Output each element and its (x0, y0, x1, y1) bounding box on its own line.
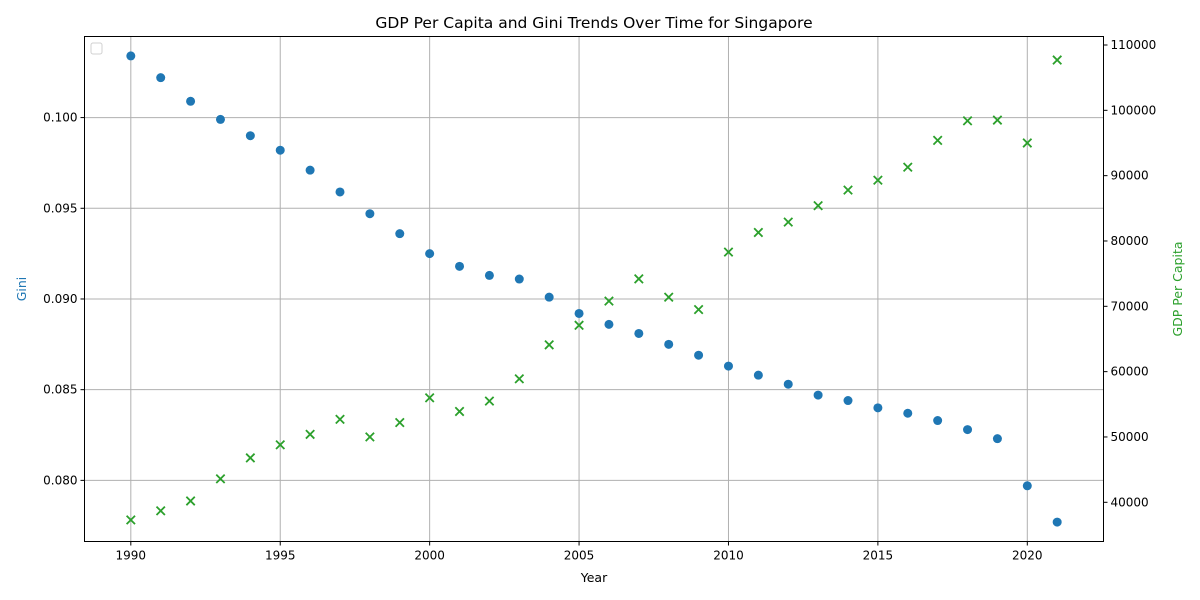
gini-point (933, 416, 943, 426)
gdp-point (305, 429, 315, 440)
left-y-tick-label: 0.085 (43, 383, 77, 397)
legend-box (90, 42, 103, 55)
right-y-axis-label: GDP Per Capita (1170, 241, 1185, 336)
x-tick-label: 2020 (1012, 549, 1043, 563)
gini-point (963, 425, 973, 435)
gdp-point (753, 227, 764, 238)
gini-point (723, 361, 733, 371)
gini-point (484, 270, 494, 280)
gdp-point (245, 453, 256, 463)
gini-point (604, 319, 614, 329)
x-tick-label: 1990 (116, 549, 147, 563)
grid-lines (84, 36, 1104, 542)
right-y-tick-label: 60000 (1111, 365, 1149, 379)
gini-point (813, 390, 823, 400)
gdp-point (783, 217, 794, 227)
right-y-tick-label: 90000 (1111, 169, 1149, 183)
gdp-point (215, 473, 226, 484)
gdp-point (574, 320, 584, 331)
right-y-tick-label: 110000 (1111, 38, 1157, 52)
gdp-point (723, 247, 734, 257)
x-axis-ticks: 1990 1995 2000 2005 2010 2015 2020 (116, 541, 1043, 563)
gdp-point (873, 175, 883, 186)
gini-point (126, 51, 136, 61)
right-y-tick-label: 40000 (1111, 495, 1149, 509)
gini-point (365, 209, 375, 219)
gini-point (425, 249, 435, 259)
plot-frame (84, 36, 1104, 542)
gini-series (126, 51, 1062, 527)
gini-point (783, 379, 793, 389)
left-y-tick-label: 0.080 (43, 473, 77, 487)
gdp-point (454, 406, 465, 417)
gdp-point (275, 439, 286, 450)
gdp-point (633, 274, 644, 284)
gini-point (186, 96, 196, 106)
gini-point (305, 165, 315, 175)
gini-point (1052, 517, 1062, 527)
gdp-point (365, 432, 375, 442)
gdp-point (932, 135, 943, 146)
gini-point (634, 328, 644, 338)
gdp-point (484, 396, 495, 406)
x-axis-label: Year (580, 570, 608, 585)
left-y-tick-label: 0.090 (43, 292, 77, 306)
gini-point (514, 274, 524, 284)
gini-point (544, 292, 554, 302)
gini-point (903, 408, 913, 418)
gdp-point (843, 185, 853, 195)
gdp-point (185, 496, 196, 506)
gini-point (843, 396, 853, 406)
x-tick-label: 1995 (265, 549, 296, 563)
gdp-point (962, 115, 973, 126)
gdp-point (1052, 55, 1063, 65)
right-y-tick-label: 50000 (1111, 430, 1149, 444)
gini-point (1022, 481, 1032, 491)
right-y-tick-label: 100000 (1111, 103, 1157, 117)
gini-point (753, 370, 763, 380)
x-tick-label: 2015 (863, 549, 894, 563)
right-y-tick-label: 80000 (1111, 234, 1149, 248)
gdp-point (155, 505, 166, 516)
gini-point (215, 114, 225, 124)
left-y-tick-label: 0.100 (43, 111, 77, 125)
gdp-point (1022, 138, 1033, 148)
left-y-tick-label: 0.095 (43, 201, 77, 215)
x-tick-label: 2010 (713, 549, 744, 563)
gdp-point (604, 296, 614, 306)
gini-point (664, 339, 674, 349)
gini-point (335, 187, 345, 197)
gini-point (275, 145, 285, 155)
gini-point (455, 261, 465, 271)
gdp-point (514, 373, 525, 384)
right-y-tick-label: 70000 (1111, 299, 1149, 313)
right-y-axis-ticks: 40000 50000 60000 70000 80000 90000 100000 1100… (1103, 38, 1157, 509)
gini-point (574, 308, 584, 318)
gdp-point (335, 414, 345, 425)
gini-point (873, 403, 883, 413)
left-y-axis-label: Gini (14, 277, 29, 302)
x-tick-label: 2000 (414, 549, 445, 563)
gdp-point (902, 162, 913, 172)
gdp-point (424, 392, 435, 403)
gini-point (245, 131, 255, 141)
gdp-point (693, 304, 704, 315)
gini-point (694, 350, 704, 360)
left-y-axis-ticks: 0.080 0.085 0.090 0.095 0.100 (43, 111, 85, 487)
chart-title: GDP Per Capita and Gini Trends Over Time… (375, 14, 812, 32)
gini-point (395, 229, 405, 239)
gdp-point (663, 292, 674, 303)
gini-point (156, 73, 166, 83)
gdp-per-capita-series (125, 55, 1063, 525)
x-tick-label: 2005 (564, 549, 595, 563)
gdp-point (992, 115, 1003, 125)
gdp-point (125, 515, 136, 525)
gdp-point (813, 200, 823, 211)
gini-point (992, 434, 1002, 444)
gdp-point (544, 340, 555, 350)
gdp-point (394, 417, 405, 428)
